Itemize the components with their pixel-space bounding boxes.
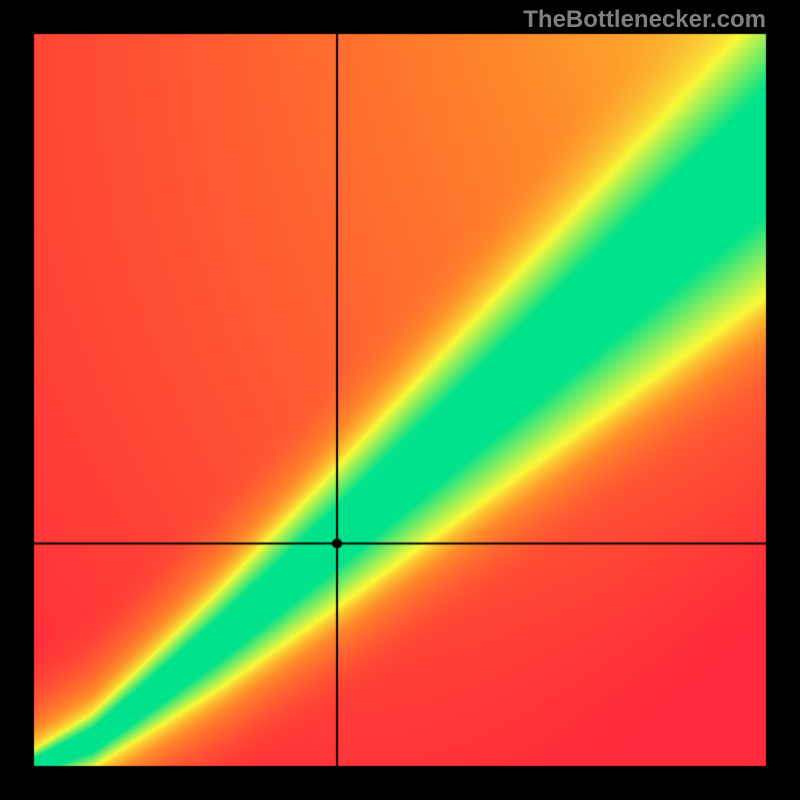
bottleneck-heatmap — [0, 0, 800, 800]
watermark-text: TheBottlenecker.com — [523, 6, 766, 34]
